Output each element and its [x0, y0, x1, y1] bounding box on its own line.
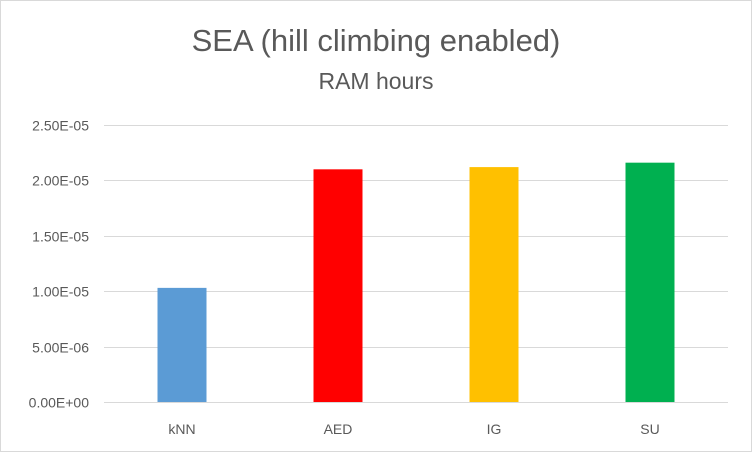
x-axis-tick-labels: kNN AED IG SU — [168, 421, 659, 437]
bar-aed — [313, 169, 363, 402]
y-axis-tick-labels: 0.00E+00 5.00E-06 1.00E-05 1.50E-05 2.00E-05… — [29, 118, 90, 411]
gridlines — [104, 125, 728, 403]
x-tick-label: kNN — [168, 421, 195, 437]
y-tick-label: 1.50E-05 — [32, 229, 89, 245]
chart-title: SEA (hill climbing enabled) — [191, 23, 561, 58]
y-tick-label: 2.00E-05 — [32, 173, 89, 189]
y-tick-label: 1.00E-05 — [32, 284, 89, 300]
bars — [157, 162, 675, 402]
y-tick-label: 2.50E-05 — [32, 118, 89, 134]
bar-su — [625, 162, 675, 402]
y-tick-label: 0.00E+00 — [29, 395, 90, 411]
x-tick-label: IG — [487, 421, 502, 437]
chart-subtitle: RAM hours — [318, 68, 434, 94]
bar-knn — [157, 287, 207, 402]
x-tick-label: AED — [324, 421, 353, 437]
y-tick-label: 5.00E-06 — [32, 340, 89, 356]
x-tick-label: SU — [640, 421, 659, 437]
bar-ig — [469, 167, 519, 402]
